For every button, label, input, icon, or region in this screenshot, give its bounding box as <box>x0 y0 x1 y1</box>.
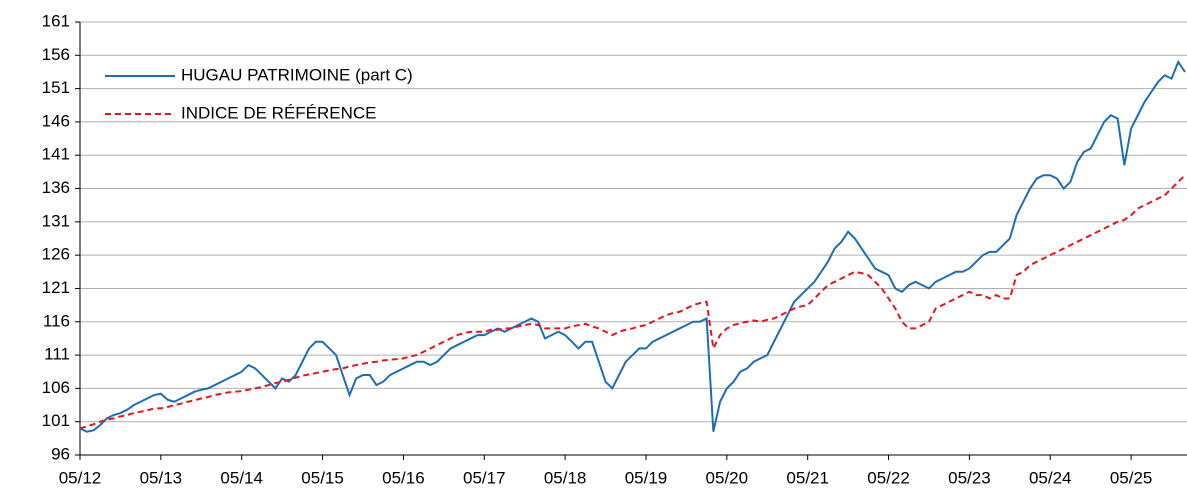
series-line <box>79 59 1186 433</box>
y-tick-label: 111 <box>44 345 70 364</box>
x-tick-label: 05/15 <box>301 468 344 487</box>
x-tick-label: 05/24 <box>1029 468 1072 487</box>
x-tick-label: 05/14 <box>220 468 263 487</box>
y-tick-label: 116 <box>43 311 70 330</box>
y-tick-label: 131 <box>42 211 70 230</box>
y-tick-label: 156 <box>42 45 70 64</box>
x-tick-label: 05/12 <box>59 468 102 487</box>
x-tick-label: 05/20 <box>706 468 749 487</box>
x-tick-label: 05/25 <box>1110 468 1153 487</box>
y-tick-label: 146 <box>42 111 70 130</box>
x-tick-label: 05/21 <box>786 468 829 487</box>
y-tick-label: 96 <box>51 444 70 463</box>
y-tick-label: 161 <box>42 11 70 30</box>
y-tick-label: 106 <box>42 378 70 397</box>
y-tick-label: 136 <box>42 178 70 197</box>
x-tick-label: 05/17 <box>463 468 506 487</box>
legend-label: INDICE DE RÉFÉRENCE <box>181 103 377 122</box>
y-tick-label: 141 <box>42 145 70 164</box>
legend-label: HUGAU PATRIMOINE (part C) <box>181 65 413 84</box>
x-tick-label: 05/16 <box>382 468 425 487</box>
series-line <box>79 174 1186 430</box>
y-tick-label: 151 <box>42 78 70 97</box>
y-tick-label: 101 <box>42 411 70 430</box>
x-tick-label: 05/23 <box>948 468 991 487</box>
y-tick-label: 126 <box>42 245 70 264</box>
x-tick-label: 05/18 <box>544 468 587 487</box>
y-tick-label: 121 <box>42 278 70 297</box>
x-tick-label: 05/22 <box>867 468 910 487</box>
x-tick-label: 05/19 <box>625 468 668 487</box>
x-tick-label: 05/13 <box>140 468 183 487</box>
